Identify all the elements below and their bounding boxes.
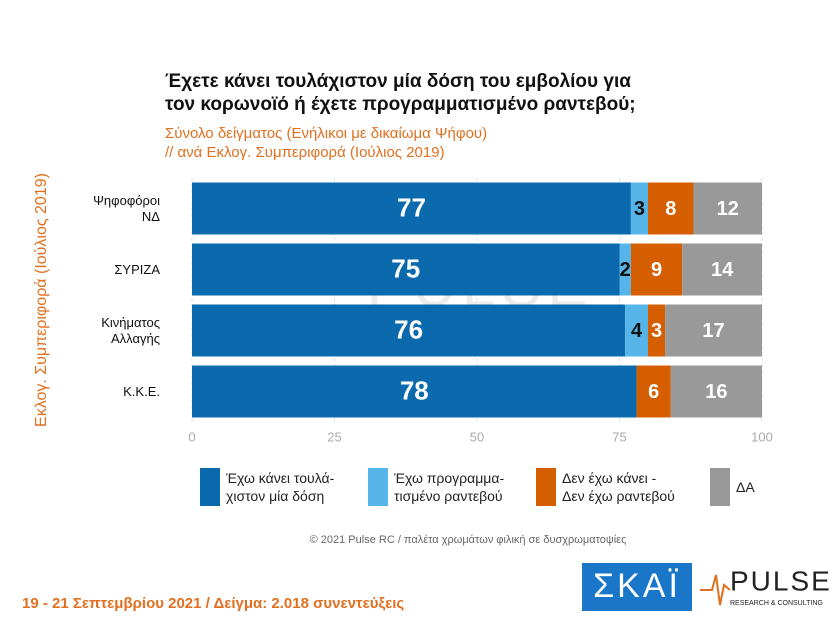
legend-swatch [536, 468, 556, 506]
chart-title: Έχετε κάνει τουλάχιστον μία δόση του εμβ… [165, 71, 636, 115]
bar-segment [619, 243, 631, 296]
bar-segment [636, 365, 671, 418]
legend-label: Έχω κάνει τουλά- χιστον μία δόση [226, 470, 335, 504]
legend-swatch [368, 468, 388, 506]
data-label: 3 [651, 320, 662, 342]
data-label: 75 [391, 253, 420, 283]
data-label: 17 [702, 320, 724, 342]
bar-segment [192, 365, 637, 418]
data-label: 4 [631, 320, 643, 342]
data-label: 16 [705, 381, 727, 403]
legend-swatch [200, 468, 220, 506]
data-label: 78 [400, 375, 429, 405]
pulse-logo-wave [700, 574, 731, 606]
category-label: ΣΥΡΙΖΑ [114, 261, 160, 277]
bar-segment [670, 365, 762, 418]
footer: 19 - 21 Σεπτεμβρίου 2021 / Δείγμα: 2.018… [22, 595, 404, 612]
x-tick-label: 100 [751, 429, 773, 444]
bar-segment [648, 304, 666, 357]
data-label: 2 [620, 259, 631, 281]
bar-segment [630, 243, 683, 296]
x-tick-label: 0 [188, 429, 195, 444]
category-label: Κ.Κ.Ε. [123, 383, 160, 399]
bar-segment [625, 304, 648, 357]
pulse-logo-sub: RESEARCH & CONSULTING [730, 600, 823, 607]
legend-swatch [710, 468, 730, 506]
legend-label: Δεν έχω κάνει - Δεν έχω ραντεβού [562, 470, 675, 504]
bar-segment [192, 243, 620, 296]
bar-segment [693, 182, 762, 235]
data-label: 6 [648, 381, 659, 403]
data-label: 8 [665, 198, 676, 220]
x-tick-label: 50 [470, 429, 484, 444]
data-label: 12 [717, 198, 739, 220]
pulse-logo: PULSE [730, 565, 832, 596]
data-label: 77 [397, 192, 426, 222]
bar-segment [192, 304, 626, 357]
category-label: Ψηφοφόροι ΝΔ [93, 192, 160, 224]
bar-segment [648, 182, 694, 235]
skai-logo: ΣΚΑΪ [593, 567, 681, 605]
data-label: 14 [711, 259, 734, 281]
data-label: 3 [634, 198, 645, 220]
legend-label: Έχω προγραμμα- τισμένο ραντεβού [394, 470, 505, 504]
bar-segment [192, 182, 631, 235]
credit: © 2021 Pulse RC / παλέτα χρωμάτων φιλική… [310, 534, 627, 546]
chart-subtitle: Σύνολο δείγματος (Ενήλικοι με δικαίωμα Ψ… [165, 125, 488, 161]
skai-logo-bg [582, 563, 692, 611]
y-axis-label: Εκλογ. Συμπεριφορά (Ιούλιος 2019) [33, 173, 50, 427]
bar-segment [630, 182, 648, 235]
bar-segment [682, 243, 762, 296]
data-label: 76 [394, 314, 423, 344]
category-label: Κινήματος Αλλαγής [101, 314, 160, 346]
legend-label: ΔΑ [736, 479, 755, 495]
data-label: 9 [651, 259, 662, 281]
bar-segment [665, 304, 762, 357]
x-tick-label: 75 [612, 429, 626, 444]
x-tick-label: 25 [327, 429, 341, 444]
